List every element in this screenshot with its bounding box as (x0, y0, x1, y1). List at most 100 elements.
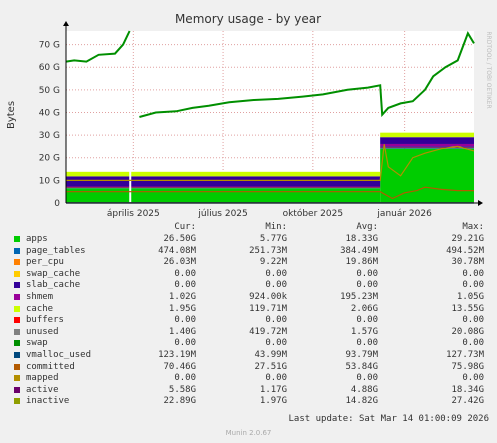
legend-max: 30.78M (451, 257, 484, 268)
legend-cur: 1.40G (168, 326, 196, 337)
legend-row-swap-cache: swap_cache 0.00 0.00 0.00 0.00 (0, 269, 497, 281)
legend-swatch (14, 398, 20, 405)
legend-min: 419.72M (249, 326, 287, 337)
x-tick-label: július 2025 (197, 209, 247, 219)
legend-cur: 474.08M (158, 245, 196, 256)
legend-swatch (14, 282, 20, 289)
legend-cur: 70.46G (163, 361, 196, 372)
y-tick-label: 60 G (39, 63, 60, 73)
header-cur: Cur: (174, 222, 196, 232)
legend-row-inactive: inactive 22.89G 1.97G 14.82G 27.42G (0, 396, 497, 408)
legend-max: 18.34G (451, 384, 484, 395)
legend-avg: 4.88G (350, 384, 378, 395)
y-tick-label: 50 G (39, 86, 60, 96)
legend-swatch (14, 317, 20, 324)
legend-name: active (26, 384, 59, 395)
legend-avg: 1.57G (350, 326, 378, 337)
chart-title: Memory usage - by year (175, 12, 321, 26)
legend-avg: 14.82G (345, 396, 378, 407)
legend-header: Cur: Min: Avg: Max: (0, 222, 497, 234)
legend-cur: 123.19M (158, 350, 196, 360)
legend-min: 0.00 (265, 315, 287, 326)
legend-name: unused (26, 326, 59, 337)
legend-max: 127.73M (446, 350, 484, 360)
legend-row-active: active 5.58G 1.17G 4.88G 18.34G (0, 385, 497, 397)
area-cache (380, 137, 474, 144)
legend-cur: 26.50G (163, 234, 196, 244)
legend-row-vmalloc-used: vmalloc_used 123.19M 43.99M 93.79M 127.73M (0, 350, 497, 362)
legend-cur: 0.00 (174, 268, 196, 279)
area-page-tables (380, 147, 474, 149)
area-per-cpu (66, 187, 381, 189)
area-slab-cache (380, 146, 474, 148)
area-per-cpu (380, 147, 474, 149)
legend-row-slab-cache: slab_cache 0.00 0.00 0.00 0.00 (0, 280, 497, 292)
x-axis-arrow (478, 200, 483, 206)
legend-row-per-cpu: per_cpu 26.03M 9.22M 19.86M 30.78M (0, 257, 497, 269)
legend-name: shmem (26, 292, 54, 302)
legend-avg: 18.33G (345, 234, 378, 244)
legend-max: 75.98G (451, 361, 484, 372)
legend-max: 0.00 (462, 315, 484, 326)
area-apps (380, 148, 474, 203)
y-tick-label: 40 G (39, 108, 60, 118)
line-inactive (66, 144, 475, 181)
legend-max: 0.00 (462, 268, 484, 279)
legend-row-cache: cache 1.95G 119.71M 2.06G 13.55G (0, 304, 497, 316)
legend-min: 5.77G (259, 234, 287, 244)
legend-row-apps: apps 26.50G 5.77G 18.33G 29.21G (0, 234, 497, 246)
legend-avg: 195.23M (340, 292, 378, 302)
legend-max: 13.55G (451, 303, 484, 314)
legend-min: 251.73M (249, 245, 287, 256)
y-tick-label: 70 G (39, 41, 60, 51)
legend-cur: 26.03M (163, 257, 196, 268)
legend-row-unused: unused 1.40G 419.72M 1.57G 20.08G (0, 327, 497, 339)
legend-avg: 2.06G (350, 303, 378, 314)
legend-swatch (14, 270, 20, 277)
legend-name: swap (26, 338, 48, 349)
y-tick-label: 0 (54, 199, 60, 209)
legend-avg: 0.00 (356, 280, 378, 291)
legend-max: 1.05G (456, 292, 484, 302)
legend-min: 0.00 (265, 280, 287, 291)
legend-swatch (14, 236, 20, 242)
legend-min: 9.22M (259, 257, 287, 268)
legend-swatch (14, 305, 20, 312)
legend-cur: 1.95G (168, 303, 196, 314)
legend-swatch (14, 294, 20, 300)
legend-cur: 5.58G (168, 384, 196, 395)
legend-row-buffers: buffers 0.00 0.00 0.00 0.00 (0, 315, 497, 327)
legend-min: 0.00 (265, 373, 287, 384)
legend-name: vmalloc_used (26, 350, 92, 360)
data-gap (129, 166, 132, 203)
legend-swatch (14, 247, 20, 254)
legend-row-shmem: shmem 1.02G 924.00k 195.23M 1.05G (0, 292, 497, 304)
legend-name: page_tables (26, 245, 86, 256)
y-tick-label: 20 G (39, 154, 60, 164)
rrdtool-watermark: RRDTOOL / TOBI OETIKER (485, 31, 492, 108)
legend-avg: 384.49M (340, 245, 378, 256)
line-active (66, 186, 474, 200)
area-apps (66, 188, 381, 203)
legend-avg: 0.00 (356, 338, 378, 349)
last-update: Last update: Sat Mar 14 01:00:09 2026 (288, 414, 489, 424)
legend-row-swap: swap 0.00 0.00 0.00 0.00 (0, 338, 497, 350)
legend-name: mapped (26, 373, 59, 384)
legend-max: 20.08G (451, 326, 484, 337)
legend-name: committed (26, 361, 75, 372)
legend-max: 0.00 (462, 373, 484, 384)
legend-min: 1.17G (259, 384, 287, 395)
legend-min: 27.51G (254, 361, 287, 372)
legend-cur: 0.00 (174, 338, 196, 349)
area-cache (66, 176, 381, 187)
y-tick-labels: 0 10 G 20 G 30 G 40 G 50 G 60 G 70 G (39, 41, 61, 209)
legend-max: 27.42G (451, 396, 484, 407)
line-committed (65, 30, 475, 118)
legend-name: apps (26, 234, 48, 244)
y-tick-label: 10 G (39, 176, 60, 186)
area-shmem (380, 143, 474, 147)
legend-name: per_cpu (26, 257, 64, 268)
area-shmem (66, 186, 381, 188)
legend-max: 0.00 (462, 280, 484, 291)
legend-row-page-tables: page_tables 474.08M 251.73M 384.49M 494.52M (0, 246, 497, 258)
